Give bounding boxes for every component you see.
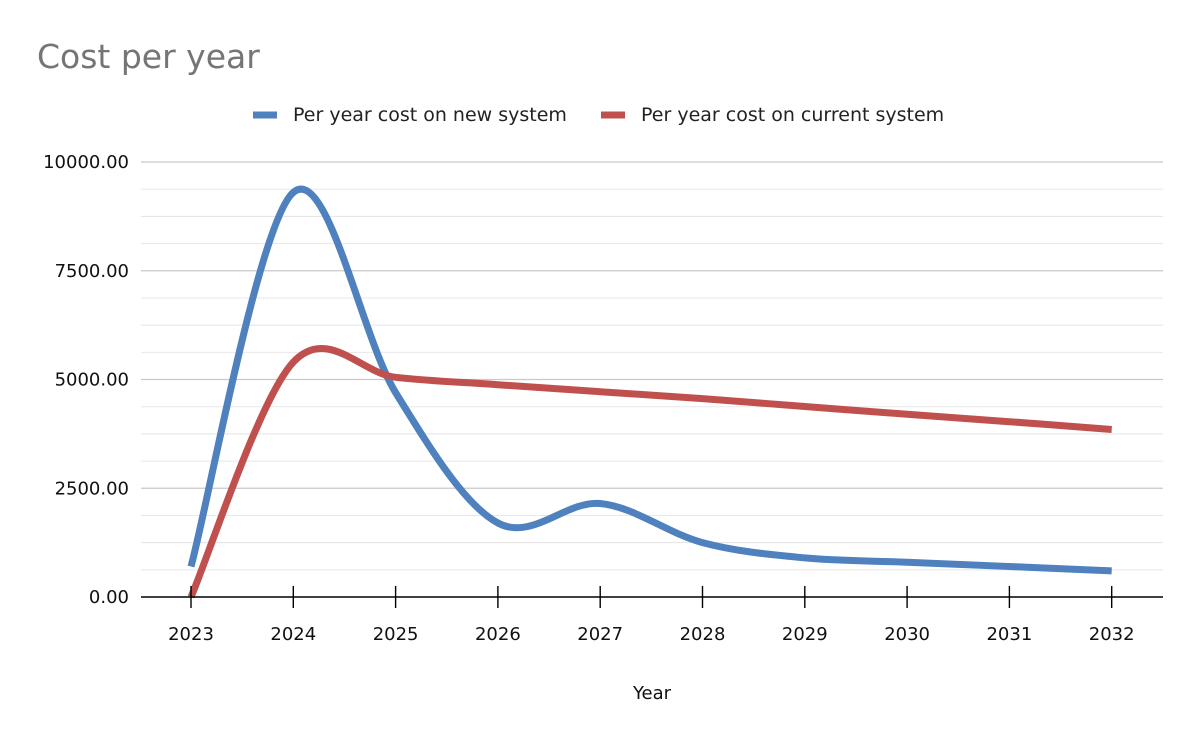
x-tick-label: 2032 bbox=[1089, 624, 1135, 645]
y-tick-label: 2500.00 bbox=[55, 478, 129, 499]
legend-label-2: Per year cost on current system bbox=[641, 104, 944, 126]
x-axis: 2023 2024 2025 2026 2027 2028 2029 2030 2031 2032 bbox=[141, 586, 1163, 645]
x-tick-label: 2029 bbox=[782, 624, 828, 645]
y-tick-label: 5000.00 bbox=[55, 370, 129, 391]
x-tick-label: 2028 bbox=[680, 624, 726, 645]
chart-title: Cost per year bbox=[37, 37, 260, 76]
series-line-2 bbox=[187, 345, 1112, 599]
y-tick-label: 7500.00 bbox=[55, 261, 129, 282]
x-tick-label: 2023 bbox=[168, 624, 214, 645]
x-tick-label: 2031 bbox=[986, 624, 1032, 645]
x-tick-label: 2030 bbox=[884, 624, 930, 645]
x-tick-label: 2026 bbox=[475, 624, 521, 645]
legend: Per year cost on new system Per year cost… bbox=[253, 104, 944, 126]
x-tick-label: 2025 bbox=[373, 624, 419, 645]
x-tick-label: 2027 bbox=[577, 624, 623, 645]
y-tick-label: 10000.00 bbox=[43, 152, 129, 173]
y-axis: 0.00 2500.00 5000.00 7500.00 10000.00 bbox=[43, 152, 129, 608]
series-line-1 bbox=[187, 185, 1112, 575]
x-tick-label: 2024 bbox=[270, 624, 316, 645]
gridlines bbox=[141, 161, 1163, 571]
y-tick-label: 0.00 bbox=[89, 587, 129, 608]
x-axis-title: Year bbox=[632, 683, 672, 704]
legend-label-1: Per year cost on new system bbox=[293, 104, 567, 126]
series-lines bbox=[187, 185, 1112, 599]
